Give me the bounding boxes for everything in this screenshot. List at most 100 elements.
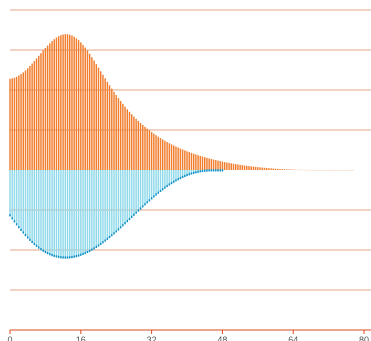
bar-orange bbox=[184, 150, 186, 170]
bar-blue-edge bbox=[146, 201, 148, 204]
bar-blue bbox=[38, 170, 40, 249]
bar-orange bbox=[268, 168, 270, 170]
bar-blue-edge bbox=[55, 255, 58, 258]
bar-orange bbox=[35, 58, 38, 170]
bar-blue-edge bbox=[51, 253, 53, 257]
bar-blue-edge bbox=[35, 244, 38, 247]
bar-orange bbox=[150, 132, 153, 170]
bar-blue bbox=[146, 170, 148, 204]
bar-blue bbox=[161, 170, 164, 191]
bar-orange bbox=[44, 47, 47, 170]
bar-orange bbox=[179, 148, 182, 170]
bar-orange bbox=[221, 161, 224, 170]
bar-blue bbox=[153, 170, 155, 198]
bar-blue-edge bbox=[181, 175, 184, 179]
bar-blue bbox=[100, 170, 102, 245]
bar-orange bbox=[186, 151, 188, 170]
bar-orange bbox=[102, 74, 104, 170]
bar-blue-edge bbox=[57, 255, 60, 259]
bar-blue bbox=[42, 170, 44, 252]
bar-blue bbox=[142, 170, 144, 208]
bar-orange bbox=[115, 95, 117, 170]
bar-blue-edge bbox=[119, 226, 122, 229]
bar-blue-edge bbox=[192, 171, 195, 174]
bar-blue bbox=[53, 170, 55, 257]
bar-orange bbox=[122, 103, 124, 170]
bar-orange bbox=[173, 145, 175, 170]
bar-blue bbox=[33, 170, 36, 246]
x-axis: 0 16 32 48 64 80 bbox=[7, 329, 371, 341]
bar-blue bbox=[71, 170, 73, 259]
bar-orange bbox=[283, 169, 286, 170]
bar-orange bbox=[55, 37, 58, 170]
bar-blue bbox=[73, 170, 75, 258]
bar-orange bbox=[261, 167, 263, 170]
bar-orange bbox=[82, 44, 84, 170]
bar-orange bbox=[157, 136, 159, 170]
bar-blue-edge bbox=[153, 195, 155, 198]
bar-blue bbox=[135, 170, 137, 214]
bar-blue bbox=[113, 170, 115, 235]
bar-blue bbox=[29, 170, 31, 241]
bar-blue bbox=[57, 170, 60, 259]
bar-blue bbox=[18, 170, 20, 229]
bar-orange bbox=[263, 167, 266, 170]
bar-blue-edge bbox=[24, 233, 27, 237]
bar-blue-edge bbox=[159, 189, 162, 193]
bar-blue-edge bbox=[104, 239, 106, 242]
bar-blue bbox=[44, 170, 47, 254]
bar-orange bbox=[11, 78, 13, 170]
bar-orange bbox=[250, 166, 252, 170]
bar-blue bbox=[144, 170, 146, 206]
bar-blue-edge bbox=[11, 217, 13, 220]
bar-blue bbox=[80, 170, 82, 256]
bar-orange bbox=[97, 67, 100, 170]
bar-blue-edge bbox=[208, 169, 210, 172]
bar-blue-edge bbox=[173, 180, 175, 183]
bar-orange bbox=[148, 130, 151, 170]
series-blue-bars bbox=[9, 170, 224, 259]
bar-orange bbox=[60, 35, 62, 170]
bar-blue-edge bbox=[179, 176, 182, 180]
bar-blue bbox=[75, 170, 78, 258]
bar-blue bbox=[24, 170, 27, 237]
bar-blue-edge bbox=[88, 249, 91, 252]
bar-orange bbox=[29, 65, 31, 170]
bar-orange bbox=[206, 157, 208, 170]
bar-orange bbox=[277, 168, 279, 170]
gridlines bbox=[10, 9, 371, 291]
bar-blue bbox=[170, 170, 173, 185]
bar-blue bbox=[188, 170, 190, 176]
bar-orange bbox=[215, 160, 217, 170]
bar-orange bbox=[159, 138, 162, 170]
bar-blue-edge bbox=[33, 242, 36, 246]
bar-blue-edge bbox=[215, 169, 217, 172]
bar-orange bbox=[155, 135, 157, 170]
bar-blue bbox=[137, 170, 140, 212]
bar-blue-edge bbox=[49, 253, 51, 256]
bar-blue bbox=[168, 170, 171, 186]
bar-orange bbox=[42, 50, 44, 171]
bar-blue bbox=[51, 170, 53, 257]
bar-orange bbox=[51, 41, 53, 170]
bar-orange bbox=[223, 162, 226, 170]
bar-blue bbox=[155, 170, 157, 196]
bar-blue-edge bbox=[40, 248, 42, 251]
bar-orange bbox=[18, 75, 20, 170]
bar-orange bbox=[128, 111, 131, 170]
bar-orange bbox=[100, 71, 102, 170]
bar-blue-edge bbox=[184, 174, 186, 178]
bar-orange bbox=[181, 149, 184, 170]
bar-blue-edge bbox=[155, 193, 157, 196]
bar-blue bbox=[82, 170, 84, 256]
bar-blue-edge bbox=[53, 254, 55, 257]
bar-orange bbox=[254, 166, 257, 170]
bar-blue bbox=[186, 170, 188, 177]
bar-orange bbox=[177, 147, 179, 170]
bar-blue-edge bbox=[44, 250, 47, 254]
bar-blue-edge bbox=[106, 237, 109, 240]
bar-blue bbox=[66, 170, 69, 259]
bar-blue bbox=[175, 170, 177, 182]
bar-blue bbox=[164, 170, 166, 189]
